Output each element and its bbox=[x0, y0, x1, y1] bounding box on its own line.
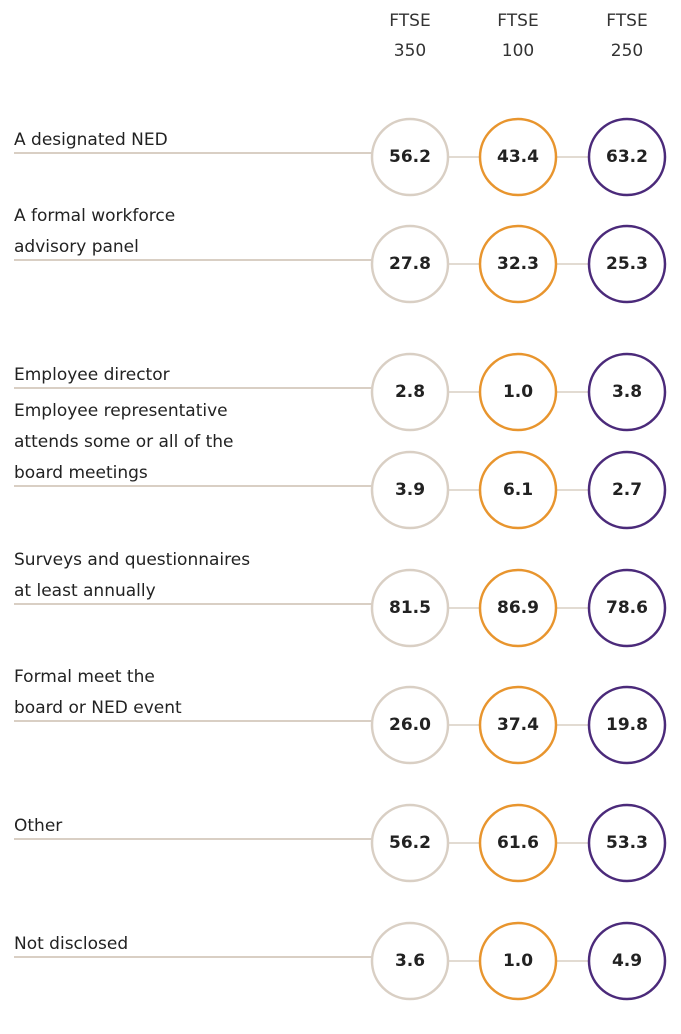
row-label: board or NED event bbox=[14, 698, 182, 718]
column-header: FTSE bbox=[497, 11, 538, 31]
value: 26.0 bbox=[389, 715, 431, 735]
column-header: 100 bbox=[502, 41, 534, 61]
value: 53.3 bbox=[606, 833, 648, 853]
value-circle bbox=[370, 803, 450, 883]
value: 19.8 bbox=[606, 715, 648, 735]
value-circle bbox=[370, 921, 450, 1001]
value: 2.8 bbox=[395, 382, 425, 402]
value: 2.7 bbox=[612, 480, 642, 500]
value-circle bbox=[370, 352, 450, 432]
value-circle bbox=[478, 921, 558, 1001]
value-circle bbox=[370, 117, 450, 197]
value-circle bbox=[478, 450, 558, 530]
value-circle bbox=[587, 685, 667, 765]
row-label: Surveys and questionnaires bbox=[14, 550, 250, 570]
value: 61.6 bbox=[497, 833, 539, 853]
value-circle bbox=[587, 921, 667, 1001]
value: 56.2 bbox=[389, 147, 431, 167]
value: 1.0 bbox=[503, 951, 533, 971]
row-label: attends some or all of the bbox=[14, 432, 233, 452]
value-circle bbox=[370, 685, 450, 765]
value-circle bbox=[370, 568, 450, 648]
value-circle bbox=[478, 117, 558, 197]
row-label: A designated NED bbox=[14, 130, 168, 150]
row-label: advisory panel bbox=[14, 237, 139, 257]
value: 1.0 bbox=[503, 382, 533, 402]
value-circle bbox=[478, 224, 558, 304]
row-label: Formal meet the bbox=[14, 667, 155, 687]
value-circle bbox=[587, 224, 667, 304]
value: 43.4 bbox=[497, 147, 539, 167]
column-header: FTSE bbox=[389, 11, 430, 31]
column-header: 350 bbox=[394, 41, 426, 61]
value-circle bbox=[587, 450, 667, 530]
value: 3.9 bbox=[395, 480, 425, 500]
value: 4.9 bbox=[612, 951, 642, 971]
value: 32.3 bbox=[497, 254, 539, 274]
value-circle bbox=[587, 568, 667, 648]
value-circle bbox=[370, 224, 450, 304]
value-circle bbox=[587, 803, 667, 883]
value: 37.4 bbox=[497, 715, 539, 735]
value-circle bbox=[587, 352, 667, 432]
value: 25.3 bbox=[606, 254, 648, 274]
value-circle bbox=[478, 685, 558, 765]
row-label: A formal workforce bbox=[14, 206, 175, 226]
row-label: Employee representative bbox=[14, 401, 228, 421]
row-label: Other bbox=[14, 816, 62, 836]
row-label: at least annually bbox=[14, 581, 156, 601]
value-circle bbox=[478, 803, 558, 883]
value-circle bbox=[478, 568, 558, 648]
value: 6.1 bbox=[503, 480, 533, 500]
column-header: 250 bbox=[611, 41, 643, 61]
value: 81.5 bbox=[389, 598, 431, 618]
value-circle bbox=[478, 352, 558, 432]
row-label: Not disclosed bbox=[14, 934, 128, 954]
column-header: FTSE bbox=[606, 11, 647, 31]
value: 3.8 bbox=[612, 382, 642, 402]
value: 63.2 bbox=[606, 147, 648, 167]
row-label: Employee director bbox=[14, 365, 170, 385]
value: 78.6 bbox=[606, 598, 648, 618]
value: 3.6 bbox=[395, 951, 425, 971]
value: 27.8 bbox=[389, 254, 431, 274]
value-circle bbox=[370, 450, 450, 530]
value: 86.9 bbox=[497, 598, 539, 618]
value-circle bbox=[587, 117, 667, 197]
value: 56.2 bbox=[389, 833, 431, 853]
row-label: board meetings bbox=[14, 463, 148, 483]
